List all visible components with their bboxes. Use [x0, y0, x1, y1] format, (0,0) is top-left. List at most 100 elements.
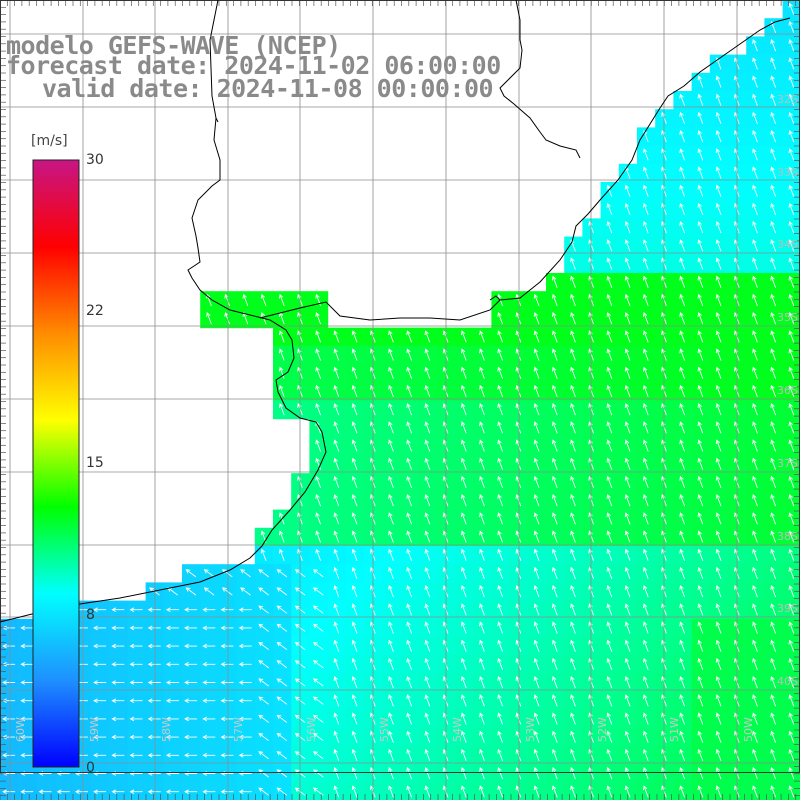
wind-arrow — [679, 275, 686, 288]
wind-arrow — [752, 475, 758, 489]
wind-arrow — [770, 111, 777, 125]
wind-arrow — [388, 330, 394, 343]
wind-arrow — [624, 257, 631, 270]
wind-arrow — [588, 221, 595, 234]
wind-arrow — [770, 330, 777, 343]
wind-arrow — [588, 548, 595, 561]
wind-arrow — [606, 366, 613, 379]
wind-arrow — [715, 366, 722, 379]
wind-arrow — [351, 712, 358, 725]
wind-arrow — [238, 643, 252, 649]
wind-arrow — [479, 366, 485, 379]
wind-speed-cell — [782, 436, 800, 456]
wind-arrow — [788, 148, 795, 161]
wind-arrow — [679, 548, 686, 561]
wind-arrow — [479, 384, 485, 398]
wind-arrow — [20, 734, 34, 740]
wind-arrow — [388, 566, 394, 580]
wind-arrow — [551, 785, 558, 798]
wind-arrow — [770, 494, 777, 507]
wind-arrow — [479, 475, 485, 489]
wind-arrow — [479, 403, 485, 416]
wind-arrow — [333, 767, 340, 780]
wind-arrow — [752, 439, 758, 452]
wind-arrow — [406, 439, 413, 452]
wind-arrow — [624, 530, 631, 543]
wind-arrow — [588, 512, 595, 525]
wind-arrow — [406, 767, 413, 780]
wind-arrow — [406, 730, 413, 743]
wind-arrow — [752, 148, 758, 161]
wind-arrow — [752, 39, 758, 52]
wind-arrow — [624, 512, 631, 525]
wind-arrow — [679, 166, 686, 179]
lat-label: 34S — [777, 238, 798, 251]
wind-arrow — [184, 698, 198, 703]
wind-arrow — [276, 587, 288, 596]
wind-arrow — [752, 548, 758, 561]
wind-arrow — [479, 330, 485, 343]
wind-arrow — [570, 530, 576, 543]
wind-arrow — [424, 676, 431, 689]
wind-arrow — [333, 366, 340, 379]
wind-arrow — [752, 93, 758, 106]
wind-arrow — [551, 330, 558, 343]
wind-arrow — [406, 330, 413, 343]
wind-arrow — [624, 239, 631, 252]
wind-arrow — [697, 494, 704, 507]
wind-arrow — [624, 603, 631, 616]
wind-arrow — [238, 734, 252, 740]
wind-arrow — [642, 639, 649, 652]
wind-arrow — [697, 457, 704, 470]
lat-label: 38S — [777, 530, 798, 543]
wind-arrow — [570, 748, 576, 762]
lon-label: 55W — [378, 717, 391, 742]
wind-arrow — [606, 403, 613, 416]
wind-arrow — [551, 694, 558, 707]
wind-arrow — [184, 662, 198, 667]
wind-speed-cell — [782, 582, 800, 602]
wind-arrow — [697, 603, 704, 616]
wind-arrow — [697, 293, 704, 307]
wind-arrow — [351, 730, 358, 743]
wind-arrow — [788, 475, 795, 489]
wind-arrow — [479, 621, 485, 634]
wind-arrow — [697, 548, 704, 561]
wind-arrow — [238, 680, 252, 685]
wind-arrow — [333, 421, 340, 434]
wind-arrow — [165, 698, 179, 703]
wind-arrow — [460, 548, 467, 561]
wind-arrow — [551, 384, 558, 398]
wind-arrow — [497, 403, 504, 416]
wind-arrow — [111, 698, 125, 703]
wind-arrow — [2, 680, 16, 685]
forecast-date: forecast date: 2024-11-02 06:00:00 — [6, 51, 501, 80]
wind-arrow — [551, 767, 558, 780]
wind-arrow — [93, 698, 107, 703]
wind-arrow — [770, 57, 777, 70]
wind-arrow — [624, 221, 631, 234]
wind-arrow — [351, 566, 358, 580]
wind-arrow — [642, 202, 649, 216]
wind-arrow — [220, 643, 234, 649]
wind-arrow — [276, 787, 288, 796]
wind-arrow — [624, 730, 631, 743]
wind-arrow — [642, 530, 649, 543]
wind-arrow — [752, 603, 758, 616]
wind-arrow — [258, 641, 269, 651]
wind-arrow — [679, 403, 686, 416]
wind-arrow — [424, 548, 431, 561]
wind-arrow — [388, 421, 394, 434]
wind-arrow — [588, 639, 595, 652]
wind-arrow — [642, 657, 649, 671]
wind-arrow — [93, 625, 107, 631]
wind-arrow — [606, 257, 613, 270]
wind-arrow — [388, 585, 394, 598]
wind-arrow — [203, 587, 215, 596]
wind-arrow — [258, 605, 269, 614]
wind-arrow — [570, 512, 576, 525]
wind-arrow — [679, 457, 686, 470]
wind-arrow — [752, 730, 758, 743]
wind-speed-cell — [782, 637, 800, 656]
wind-arrow — [533, 676, 540, 689]
